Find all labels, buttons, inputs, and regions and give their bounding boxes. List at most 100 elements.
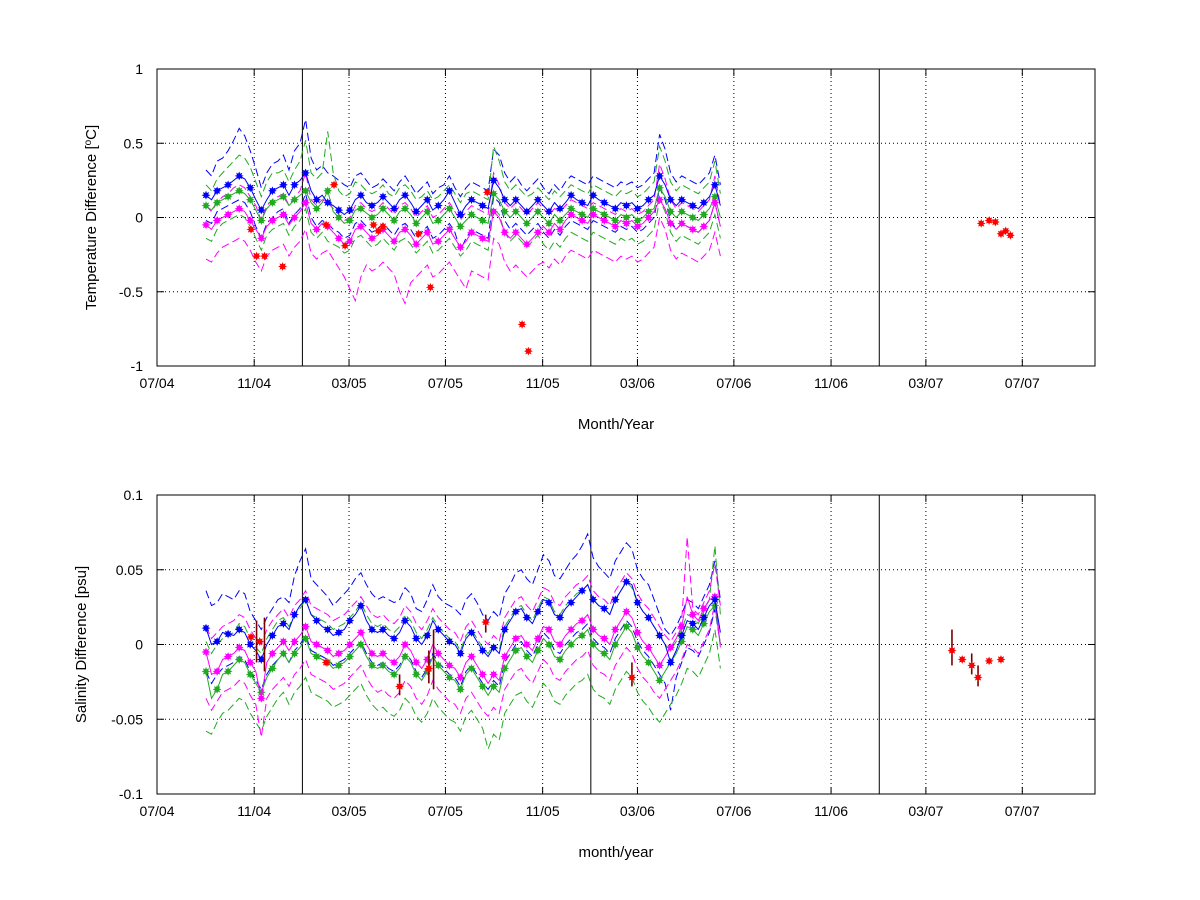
x-tick-label: 07/04: [139, 803, 174, 819]
green-mean-point: [389, 216, 399, 225]
green-mean-point: [356, 640, 366, 649]
magenta-mean-point: [588, 210, 598, 219]
magenta-mean-point: [301, 198, 310, 207]
magenta-mean-point: [610, 221, 620, 231]
blue-mean-point: [566, 598, 576, 607]
blue-mean-point: [666, 658, 675, 667]
magenta-mean-point: [400, 640, 410, 649]
blue-mean-point: [400, 616, 410, 626]
green-mean-point: [500, 663, 510, 673]
blue-mean-point: [378, 625, 388, 634]
magenta-mean-point: [422, 655, 432, 664]
x-tick-label: 11/05: [526, 803, 560, 819]
blue-mean-point: [555, 204, 565, 214]
blue-mean-point: [433, 201, 443, 211]
blue-mean-point: [655, 171, 665, 181]
magenta-mean-point: [290, 637, 299, 646]
y-tick-label: 0: [135, 210, 143, 226]
upper-blue-series-line: [205, 119, 721, 198]
blue-mean-point: [201, 623, 211, 633]
green-mean-point: [290, 649, 299, 658]
red-point: [996, 229, 1006, 239]
magenta-mean-point: [522, 239, 532, 249]
green-mean-point: [610, 640, 620, 649]
blue-mean-point: [422, 631, 432, 640]
red-point: [340, 241, 350, 251]
green-mean-point: [268, 663, 277, 673]
x-tick-label: 03/07: [908, 375, 943, 391]
red-point: [627, 672, 637, 682]
blue-mean-point: [245, 183, 255, 193]
x-axis-label: month/year: [578, 844, 653, 861]
blue-mean-point: [699, 613, 709, 622]
green-mean-point: [478, 682, 487, 691]
green-mean-point: [245, 670, 255, 679]
green-mean-point: [400, 204, 410, 214]
magenta-mean-point: [644, 213, 653, 222]
blue-mean-point: [633, 204, 642, 213]
magenta-mean-point: [278, 210, 288, 219]
magenta-mean-point: [268, 649, 277, 658]
green-mean-point: [511, 207, 521, 216]
green-mean-point: [334, 661, 344, 670]
magenta-mean-point: [522, 640, 532, 649]
green-mean-point: [688, 625, 698, 634]
red-point: [373, 226, 383, 236]
x-tick-label: 07/05: [428, 375, 463, 391]
green-mean-point: [522, 652, 532, 661]
blue-mean-point: [323, 625, 333, 634]
blue-mean-point: [256, 205, 266, 215]
magenta-mean-point: [356, 628, 366, 637]
blue-mean-point: [533, 607, 543, 617]
magenta-mean-point: [666, 219, 675, 228]
magenta-mean-point: [621, 607, 631, 617]
red-point: [255, 637, 265, 646]
green-mean-point: [345, 216, 355, 225]
red-point: [321, 220, 331, 230]
magenta-mean-point: [467, 227, 476, 237]
green-mean-point: [478, 216, 488, 225]
green-mean-point: [500, 207, 510, 217]
magenta-mean-point: [644, 643, 653, 652]
green-mean-point: [677, 207, 687, 217]
magenta-mean-point: [334, 649, 344, 658]
green-mean-point: [223, 666, 233, 676]
blue-mean-point: [345, 616, 355, 626]
green-mean-point: [245, 195, 255, 205]
blue-mean-point: [566, 190, 576, 200]
red-point: [246, 632, 256, 642]
magenta-mean-point: [201, 647, 211, 657]
green-mean-point: [345, 652, 355, 661]
x-tick-label: 03/06: [620, 375, 655, 391]
y-tick-label: -1: [131, 358, 144, 374]
blue-mean-point: [500, 625, 510, 634]
green-mean-point: [278, 192, 288, 202]
magenta-mean-point: [433, 649, 443, 658]
red-point: [246, 225, 256, 234]
blue-mean-point: [334, 628, 344, 637]
green-mean-point: [422, 207, 432, 216]
blue-mean-point: [256, 655, 266, 664]
magenta-mean-point: [312, 640, 321, 649]
blue-mean-point: [688, 619, 698, 629]
green-mean-point: [444, 672, 454, 682]
magenta-mean-point: [467, 652, 476, 661]
green-mean-point: [411, 218, 421, 228]
green-mean-point: [433, 660, 443, 670]
blue-mean-point: [610, 204, 620, 214]
green-mean-point: [456, 685, 465, 694]
magenta-mean-point: [334, 233, 344, 243]
x-tick-label: 03/07: [908, 803, 943, 819]
y-tick-label: 0.1: [124, 487, 144, 503]
magenta-mean-point: [223, 652, 233, 661]
green-mean-point: [212, 685, 222, 694]
blue-mean-point: [334, 205, 344, 215]
blue-mean-point: [655, 631, 665, 640]
red-point: [482, 187, 492, 197]
green-mean-point: [533, 207, 543, 217]
green-mean-point: [588, 640, 598, 649]
magenta-mean-point: [356, 221, 366, 231]
green-mean-point: [290, 195, 299, 205]
blue-mean-point: [489, 643, 498, 652]
x-tick-label: 07/06: [716, 803, 751, 819]
